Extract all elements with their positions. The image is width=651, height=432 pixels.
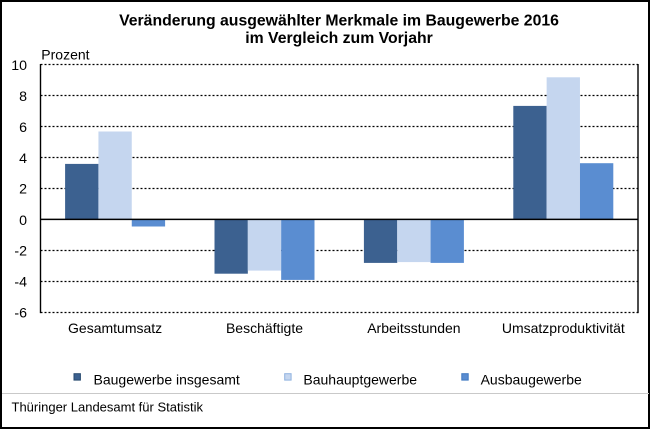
svg-text:8: 8 <box>19 89 27 105</box>
svg-text:-2: -2 <box>14 244 27 260</box>
svg-text:-6: -6 <box>14 305 27 321</box>
svg-text:-4: -4 <box>14 275 27 291</box>
svg-text:im Vergleich zum Vorjahr: im Vergleich zum Vorjahr <box>245 30 433 47</box>
svg-text:2: 2 <box>19 182 27 198</box>
svg-text:Prozent: Prozent <box>41 47 89 63</box>
svg-text:Thüringer Landesamt für Statis: Thüringer Landesamt für Statistik <box>12 400 204 415</box>
svg-text:Beschäftigte: Beschäftigte <box>226 320 303 336</box>
svg-text:6: 6 <box>19 120 27 136</box>
svg-text:10: 10 <box>11 58 27 74</box>
svg-text:Bauhauptgewerbe: Bauhauptgewerbe <box>303 372 417 388</box>
svg-text:Umsatzproduktivität: Umsatzproduktivität <box>502 320 625 336</box>
svg-text:Arbeitsstunden: Arbeitsstunden <box>367 320 460 336</box>
svg-text:Baugewerbe insgesamt: Baugewerbe insgesamt <box>94 372 240 388</box>
svg-text:4: 4 <box>19 151 27 167</box>
svg-text:0: 0 <box>19 213 27 229</box>
svg-text:Gesamtumsatz: Gesamtumsatz <box>68 320 162 336</box>
svg-text:Veränderung ausgewählter Merkm: Veränderung ausgewählter Merkmale im Bau… <box>119 12 559 29</box>
svg-text:Ausbaugewerbe: Ausbaugewerbe <box>481 372 582 388</box>
